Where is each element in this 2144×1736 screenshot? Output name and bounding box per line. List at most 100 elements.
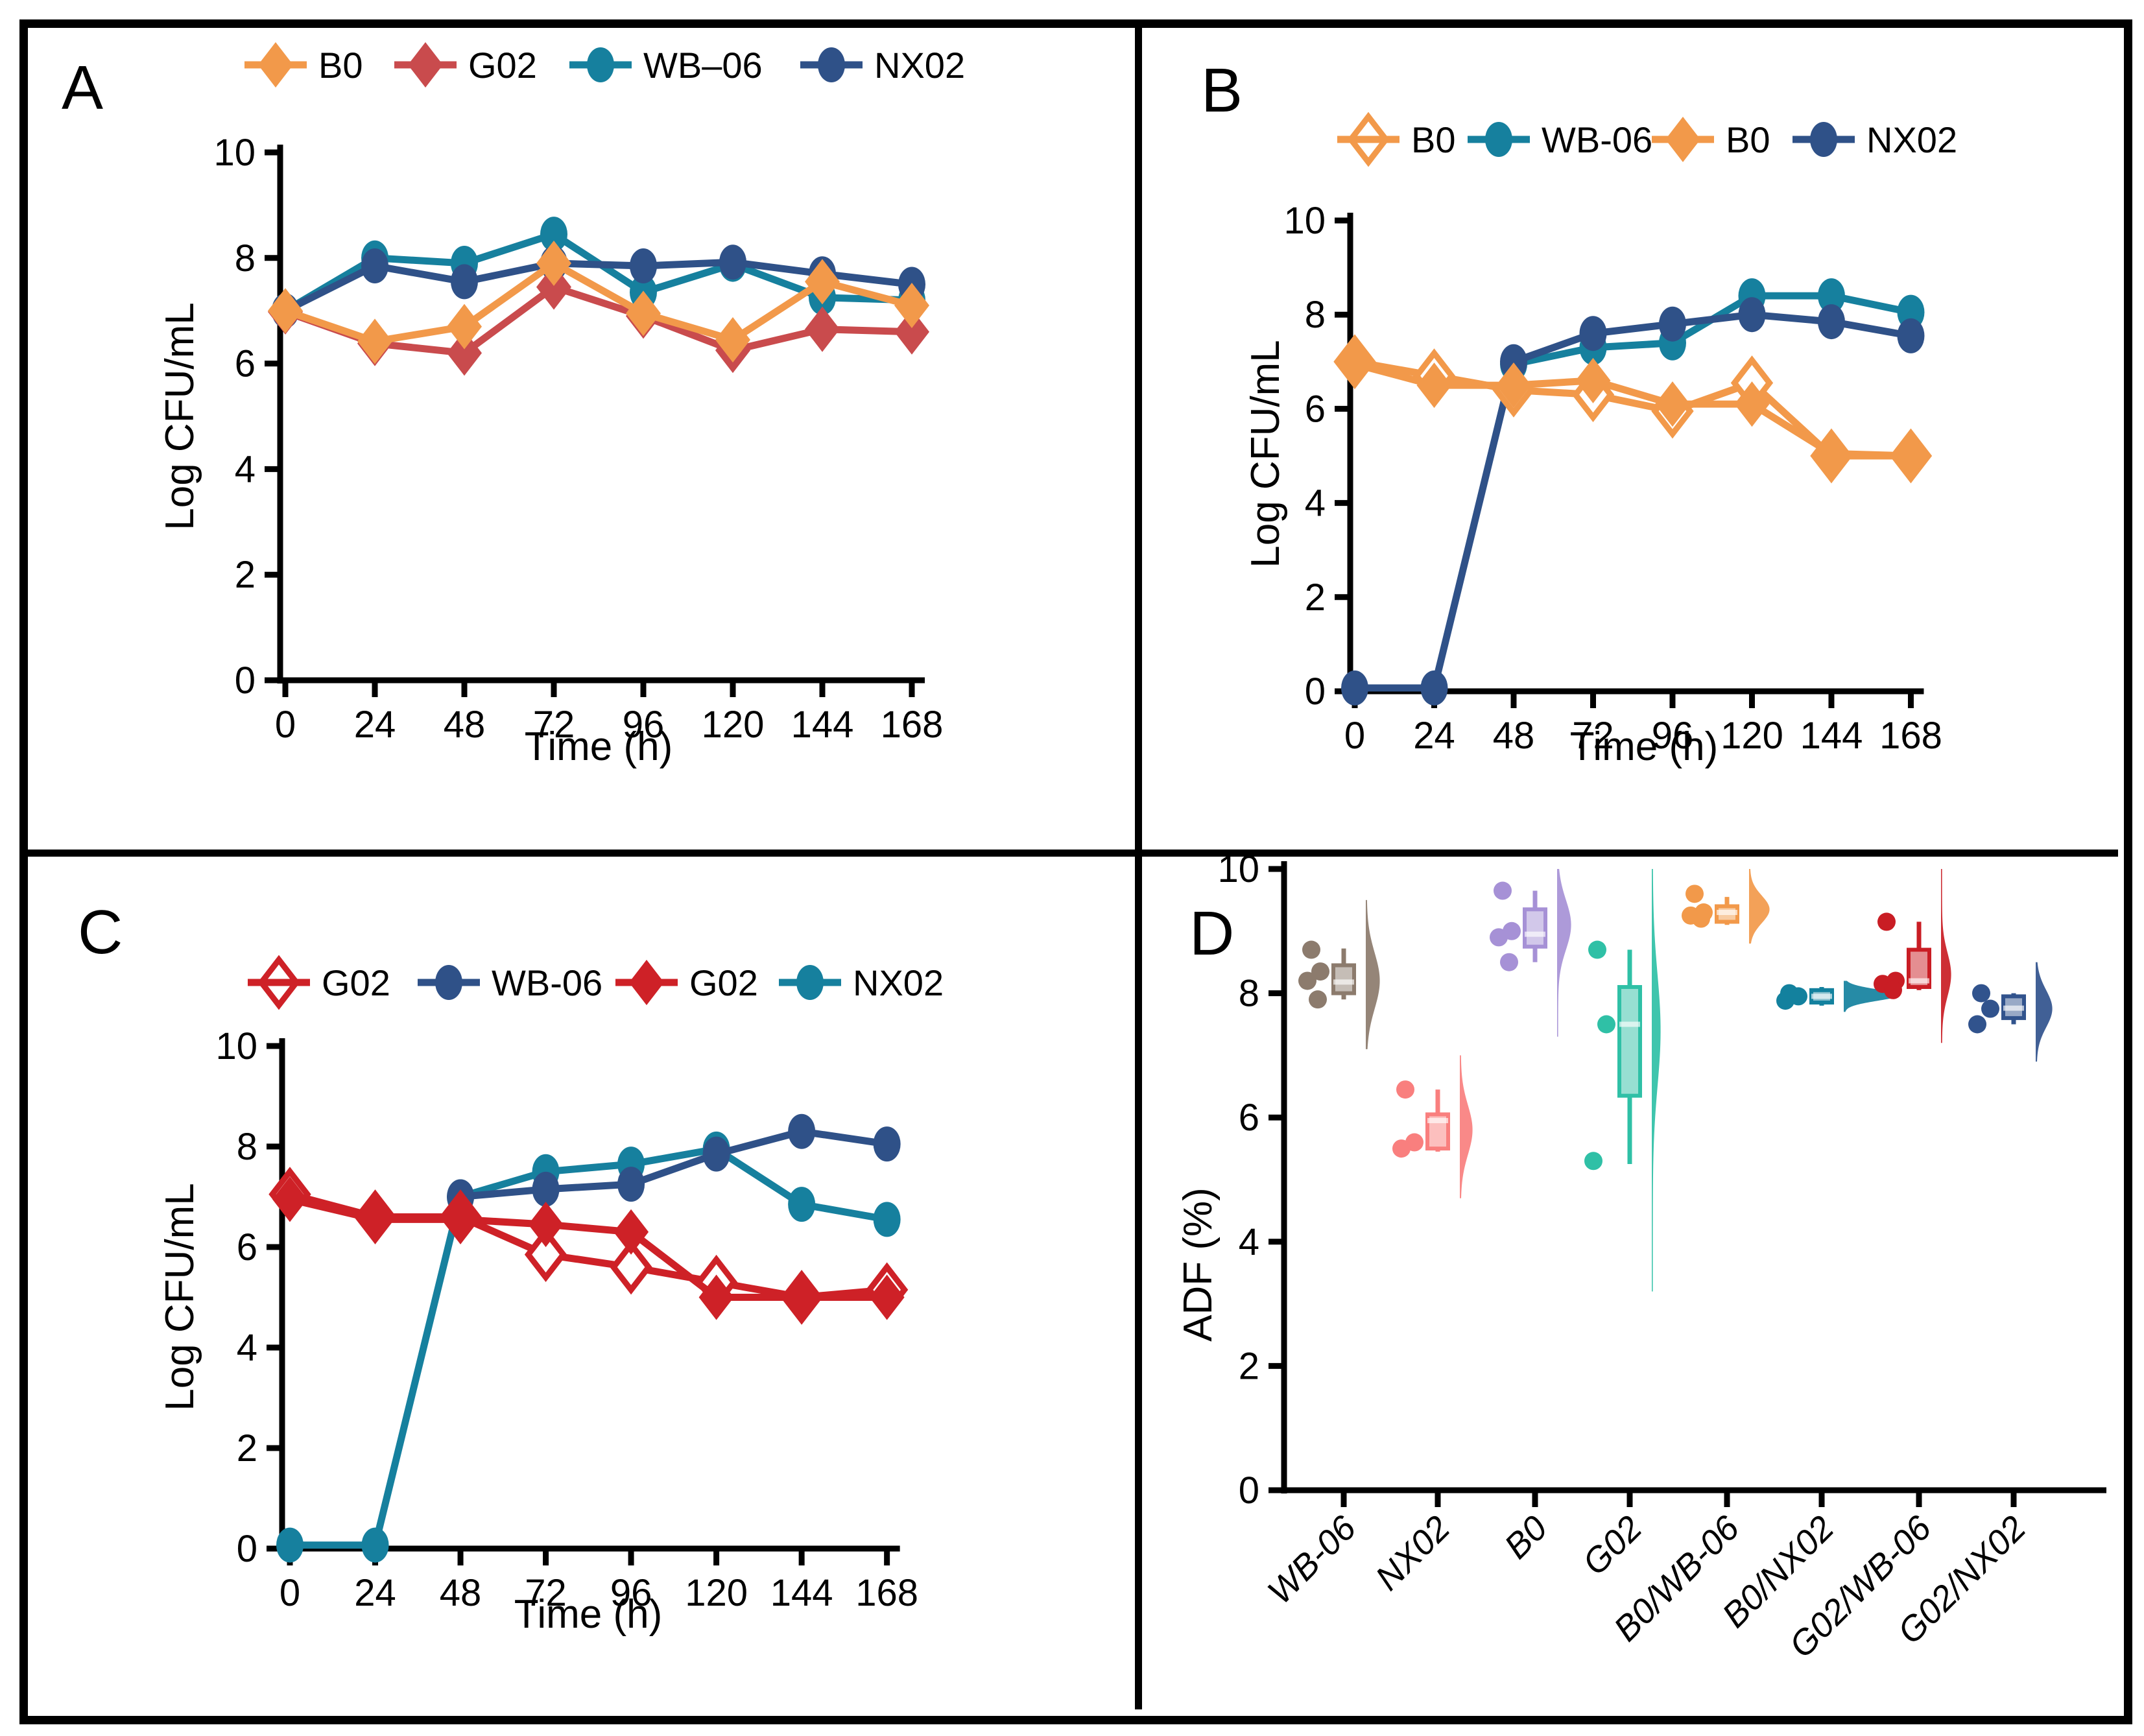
y-tick-label: 2 <box>1239 1345 1259 1387</box>
x-tick-label: 0 <box>275 704 296 746</box>
x-tick-label: 24 <box>1413 715 1455 757</box>
x-tick-label: 96 <box>610 1572 652 1614</box>
x-tick-label: 120 <box>1721 715 1783 757</box>
y-tick-label: 4 <box>1305 482 1326 525</box>
box <box>1523 907 1547 949</box>
x-tick-label: 24 <box>354 1572 396 1614</box>
raincloud-group-g02: G02 <box>1575 869 1661 1583</box>
legend-label: NX02 <box>874 45 965 86</box>
group-label: WB-06 <box>1260 1508 1364 1611</box>
data-point <box>1884 981 1902 999</box>
x-tick-label: 48 <box>444 704 486 746</box>
legend-item: NX02 <box>779 962 944 1003</box>
y-tick-label: 8 <box>235 237 256 279</box>
raincloud-group-wb-06: WB-06 <box>1260 899 1380 1611</box>
x-tick-label: 168 <box>881 704 944 746</box>
x-tick-label: 168 <box>855 1572 918 1614</box>
y-tick-label: 10 <box>215 1025 257 1067</box>
y-axis-title: Log CFU/mL <box>1243 340 1288 567</box>
x-tick-label: 72 <box>525 1572 567 1614</box>
violin <box>1941 869 1951 1043</box>
raincloud-group-nx02: NX02 <box>1368 1055 1473 1598</box>
y-tick-label: 4 <box>237 1327 257 1369</box>
box <box>1617 985 1642 1098</box>
data-point <box>1972 984 1990 1003</box>
x-axis-title: Time (h) <box>1570 724 1718 769</box>
panel-letter-c: C <box>78 898 123 967</box>
x-tick-label: 24 <box>354 704 396 746</box>
legend-label: G02 <box>468 45 537 86</box>
series-wb-06 <box>447 1113 901 1215</box>
y-axis-title: ADF (%) <box>1176 1187 1221 1342</box>
series-b0 <box>268 240 929 364</box>
data-point <box>1494 881 1512 900</box>
panel-divider-horizontal <box>23 850 2118 857</box>
violin <box>1749 869 1770 944</box>
legend-b: B0 WB-06 B0 NX02 <box>1337 112 1957 167</box>
y-tick-label: 0 <box>1239 1469 1259 1512</box>
legend-item: NX02 <box>800 45 965 86</box>
violin <box>1366 899 1380 1049</box>
x-tick-label: 168 <box>1879 715 1942 757</box>
y-tick-label: 2 <box>237 1427 257 1469</box>
x-tick-label: 0 <box>1344 715 1365 757</box>
legend-item: G02 <box>615 960 758 1005</box>
box <box>1331 963 1356 995</box>
x-tick-label: 144 <box>1800 715 1863 757</box>
y-tick-label: 0 <box>237 1528 257 1570</box>
violin <box>1652 869 1661 1292</box>
data-point <box>1302 940 1320 959</box>
violin <box>1460 1055 1473 1198</box>
panel-divider-vertical <box>1135 23 1142 1709</box>
legend-item: NX02 <box>1793 119 1957 160</box>
x-tick-label: 72 <box>1572 715 1614 757</box>
x-tick-label: 72 <box>533 704 575 746</box>
data-point <box>1776 992 1794 1010</box>
data-point <box>1981 999 1999 1018</box>
x-tick-label: 96 <box>1652 715 1694 757</box>
data-point <box>1597 1015 1615 1034</box>
x-tick-label: 48 <box>440 1572 482 1614</box>
y-tick-label: 0 <box>235 660 256 702</box>
series-nx02 <box>1341 297 1925 706</box>
raincloud-group-b0: B0 <box>1490 869 1571 1566</box>
y-tick-label: 6 <box>237 1226 257 1268</box>
data-point <box>1309 990 1327 1009</box>
group-label: B0 <box>1497 1508 1554 1566</box>
y-tick-label: 0 <box>1305 671 1326 713</box>
y-tick-label: 2 <box>235 554 256 596</box>
x-tick-label: 120 <box>702 704 765 746</box>
x-tick-label: 96 <box>623 704 665 746</box>
legend-item: G02 <box>394 42 537 88</box>
data-point <box>1968 1015 1986 1034</box>
panel-letter-b: B <box>1201 56 1243 125</box>
data-point <box>1500 953 1518 971</box>
legend-label: B0 <box>318 45 363 86</box>
group-label: NX02 <box>1368 1508 1458 1598</box>
legend-label: B0 <box>1726 119 1770 160</box>
legend-item: B0 <box>244 42 363 88</box>
figure-border <box>19 19 2132 1724</box>
legend-label: WB-06 <box>492 962 602 1003</box>
x-axis-title: Time (h) <box>525 724 673 769</box>
data-point <box>1877 912 1896 931</box>
legend-label: WB–06 <box>643 45 763 86</box>
violin <box>1844 981 1900 1012</box>
data-point <box>1298 971 1316 990</box>
y-tick-label: 10 <box>1217 848 1259 890</box>
panel-letter-a: A <box>62 53 104 123</box>
data-point <box>1685 885 1704 903</box>
y-tick-label: 10 <box>213 132 256 174</box>
y-tick-label: 8 <box>237 1126 257 1168</box>
legend-c: G02 WB-06 G02 NX02 <box>248 955 944 1010</box>
data-point <box>1692 909 1710 928</box>
x-tick-label: 144 <box>791 704 854 746</box>
data-point <box>1392 1139 1411 1158</box>
x-tick-label: 48 <box>1493 715 1535 757</box>
